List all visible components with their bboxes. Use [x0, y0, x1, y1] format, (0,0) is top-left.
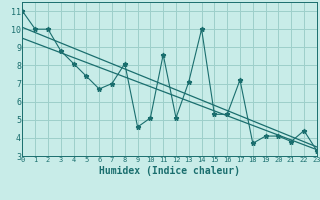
X-axis label: Humidex (Indice chaleur): Humidex (Indice chaleur): [99, 166, 240, 176]
